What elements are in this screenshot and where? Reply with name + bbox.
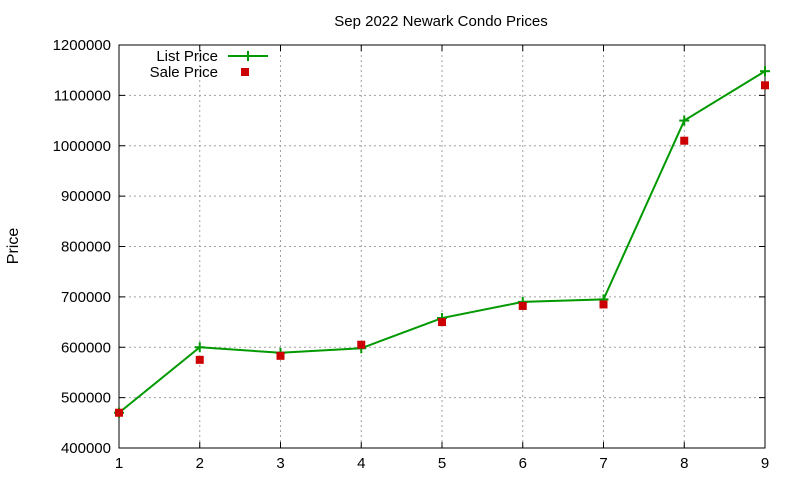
series-1	[115, 81, 769, 417]
x-tick-label: 5	[438, 455, 446, 472]
y-tick-label: 400000	[61, 440, 111, 457]
x-tick-label: 3	[276, 455, 284, 472]
y-tick-label: 700000	[61, 289, 111, 306]
sale-price-point	[761, 81, 769, 90]
legend-label: List Price	[156, 48, 218, 65]
axis-ticks: 400000 500000 600000 700000 800000 900000 1000…	[53, 37, 770, 472]
y-axis-label: Price	[5, 228, 22, 265]
y-tick-label: 600000	[61, 339, 111, 356]
y-tick-label: 500000	[61, 390, 111, 407]
list-price-point	[760, 66, 770, 77]
x-tick-label: 7	[599, 455, 607, 472]
x-tick-label: 1	[115, 455, 123, 472]
y-tick-label: 900000	[61, 188, 111, 205]
chart-title: Sep 2022 Newark Condo Prices	[334, 13, 547, 30]
sale-price-point	[518, 301, 527, 310]
sale-price-point	[438, 318, 446, 327]
grid-lines	[119, 45, 765, 448]
sale-price-point	[357, 340, 366, 349]
legend-entry: Sale Price	[150, 64, 249, 81]
y-tick-label: 800000	[61, 239, 111, 256]
sale-price-point	[599, 300, 608, 309]
x-tick-label: 9	[761, 455, 769, 472]
series-marks	[114, 66, 770, 418]
y-tick-label: 1200000	[53, 37, 111, 54]
x-tick-label: 6	[519, 455, 527, 472]
legend-plus-marker	[243, 51, 253, 61]
list-price-point	[194, 342, 205, 353]
x-tick-label: 2	[196, 455, 204, 472]
x-tick-label: 4	[357, 455, 365, 472]
legend-entry: List Price	[156, 48, 268, 65]
y-tick-label: 1100000	[54, 87, 111, 104]
x-tick-label: 8	[680, 455, 688, 472]
list-price-point	[679, 115, 690, 126]
sale-price-point	[195, 355, 204, 364]
legend-label: Sale Price	[150, 64, 218, 81]
legend-square-marker	[241, 68, 249, 76]
sale-price-point	[115, 408, 123, 417]
sale-price-point	[276, 351, 285, 360]
sale-price-point	[680, 136, 689, 145]
y-tick-label: 1000000	[53, 138, 111, 155]
